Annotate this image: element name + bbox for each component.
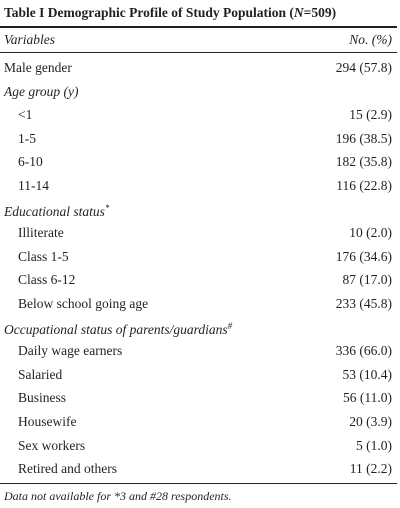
column-header: Variables: [4, 32, 56, 47]
footnote-mark: *: [104, 202, 110, 213]
column-header: No. (%): [349, 32, 392, 47]
section-heading: Occupational status of parents/guardians…: [4, 317, 232, 339]
rule: [0, 26, 397, 28]
footnote-mark: #: [227, 320, 233, 331]
row-label: Business: [18, 390, 67, 406]
section-label: Age group (y): [4, 83, 79, 99]
row-label: Male gender: [4, 60, 72, 75]
row-label: 1-5: [18, 130, 36, 146]
row-value: 182 (35.8): [335, 154, 392, 170]
rule: [0, 483, 397, 484]
row-value: 15 (2.9): [349, 107, 392, 123]
row-label: <1: [18, 107, 33, 123]
row-value: 336 (66.0): [335, 343, 392, 359]
section-label: Educational status: [4, 203, 105, 219]
section-heading: Age group (y): [4, 83, 78, 101]
row-label: Salaried: [18, 366, 63, 382]
section-label: Occupational status of parents/guardians: [4, 321, 228, 337]
row-label: Daily wage earners: [18, 343, 123, 359]
title-text: =509): [303, 5, 337, 20]
row-value: 176 (34.6): [335, 248, 392, 264]
row-value: 196 (38.5): [335, 130, 392, 146]
row-value: 10 (2.0): [349, 225, 392, 241]
title-n: N: [293, 5, 304, 20]
row-value: 11 (2.2): [349, 461, 392, 477]
row-value: 116 (22.8): [336, 178, 392, 193]
row-value: 53 (10.4): [342, 366, 393, 382]
row-value: 87 (17.0): [342, 272, 393, 288]
rule: [0, 52, 397, 53]
row-value: 5 (1.0): [356, 437, 392, 453]
row-label: Illiterate: [18, 225, 64, 241]
row-value: 56 (11.0): [343, 390, 392, 406]
section-heading: Educational status*: [4, 199, 109, 221]
row-label: Sex workers: [18, 437, 86, 453]
footnote: Data not available for *3 and #28 respon…: [4, 489, 232, 503]
title-text: Table I Demographic Profile of Study Pop…: [4, 5, 294, 20]
row-label: Housewife: [18, 414, 77, 429]
row-label: 11-14: [18, 178, 49, 193]
row-value: 294 (57.8): [335, 60, 392, 75]
row-value: 233 (45.8): [335, 296, 392, 311]
row-label: Retired and others: [18, 461, 117, 477]
row-label: Below school going age: [18, 296, 149, 311]
row-label: 6-10: [18, 154, 43, 170]
row-label: Class 6-12: [18, 272, 76, 288]
row-value: 20 (3.9): [349, 414, 392, 429]
row-label: Class 1-5: [18, 248, 69, 264]
table-title: Table I Demographic Profile of Study Pop…: [4, 4, 336, 22]
